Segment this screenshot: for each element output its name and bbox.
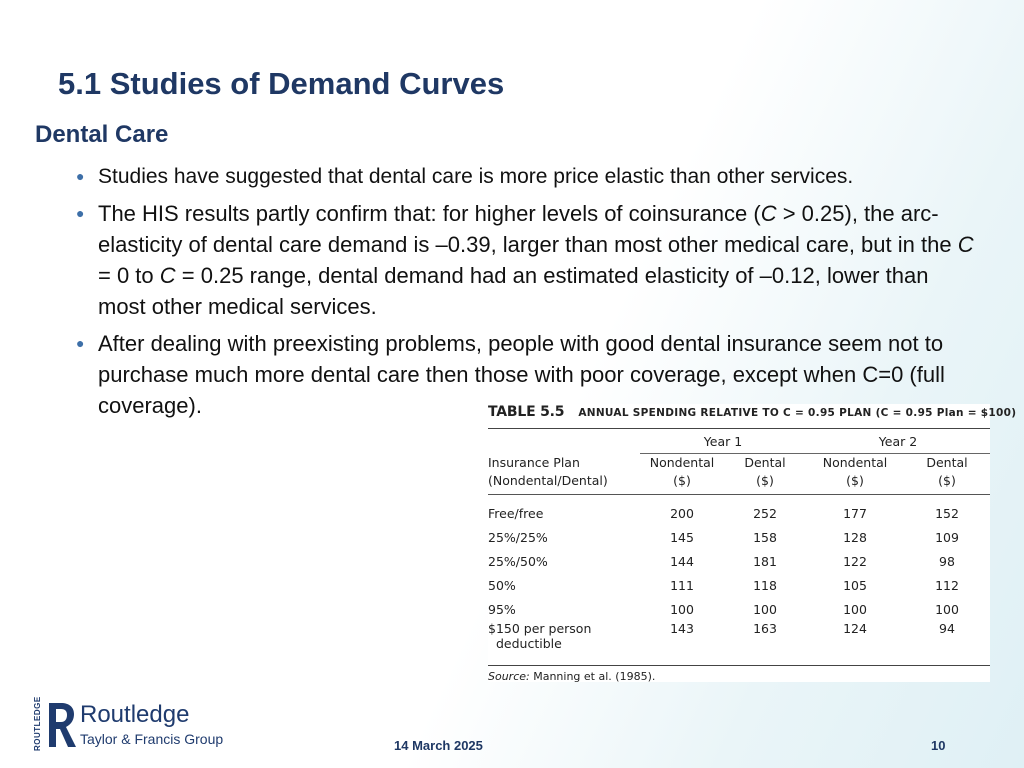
logo-side-text: ROUTLEDGE: [33, 696, 42, 751]
section-heading: Dental Care: [35, 121, 169, 148]
bullet-dot-icon: ●: [76, 168, 85, 184]
slide-title: 5.1 Studies of Demand Curves: [58, 66, 505, 101]
table-year-header-row: Year 1 Year 2: [488, 428, 990, 454]
bullet-text: After dealing with preexisting problems,…: [98, 331, 945, 418]
table-row: Free/free 200 252 177 152: [488, 505, 959, 521]
table-source: Source: Manning et al. (1985).: [488, 670, 656, 683]
bullet-text-part: = 0.25 range, dental demand had an estim…: [98, 263, 929, 319]
year-1-header: Year 1: [640, 428, 806, 454]
slide-date: 14 March 2025: [394, 738, 483, 753]
variable-c: C: [957, 232, 974, 257]
bullet-list: ● Studies have suggested that dental car…: [76, 161, 976, 427]
column-header-y1-nondental: Nondental ($): [649, 455, 715, 488]
publisher-group: Taylor & Francis Group: [80, 731, 224, 747]
spending-table-figure: TABLE 5.5 ANNUAL SPENDING RELATIVE TO C =…: [488, 404, 1016, 683]
routledge-r-icon: [49, 703, 76, 747]
spending-table: Year 1 Year 2 Insurance Plan (Nondental/…: [488, 428, 990, 666]
bullet-text-part: The HIS results partly confirm that: for…: [98, 201, 761, 226]
table-description: ANNUAL SPENDING RELATIVE TO C = 0.95 PLA…: [578, 407, 1017, 419]
table-row: 25%/50% 144 181 122 98: [488, 553, 955, 569]
bullet-item: ● Studies have suggested that dental car…: [76, 161, 976, 192]
column-header-y1-dental: Dental ($): [744, 455, 786, 488]
bullet-item: ● After dealing with preexisting problem…: [76, 328, 976, 421]
year-2-header: Year 2: [806, 428, 990, 454]
routledge-logo: ROUTLEDGE Routledge Taylor & Francis Gro…: [33, 696, 233, 751]
table-column-header-row: Insurance Plan (Nondental/Dental) Nonden…: [488, 454, 990, 495]
bullet-item: ● The HIS results partly confirm that: f…: [76, 198, 976, 322]
column-header-y2-dental: Dental ($): [926, 455, 968, 488]
variable-c: C: [159, 263, 176, 288]
bullet-dot-icon: ●: [76, 335, 85, 351]
table-row: 50% 111 118 105 112: [488, 577, 959, 593]
column-header-plan: Insurance Plan (Nondental/Dental): [488, 454, 608, 488]
bullet-text: Studies have suggested that dental care …: [98, 165, 854, 188]
slide-number: 10: [931, 738, 946, 753]
table-number: TABLE 5.5: [488, 404, 565, 420]
table-row: 95% 100 100 100 100: [488, 601, 959, 617]
table-caption: TABLE 5.5 ANNUAL SPENDING RELATIVE TO C =…: [488, 404, 1016, 428]
bullet-dot-icon: ●: [76, 205, 85, 221]
table-row: 25%/25% 145 158 128 109: [488, 529, 959, 545]
variable-c: C: [760, 201, 777, 226]
publisher-name: Routledge: [80, 701, 190, 728]
bullet-text-part: = 0 to: [98, 263, 160, 288]
column-header-y2-nondental: Nondental ($): [822, 455, 888, 488]
bullet-text-part: > 0.25), the arc-elasticity of dental ca…: [98, 201, 958, 257]
table-row: $150 per person deductible 143 163 124 9…: [488, 621, 990, 666]
